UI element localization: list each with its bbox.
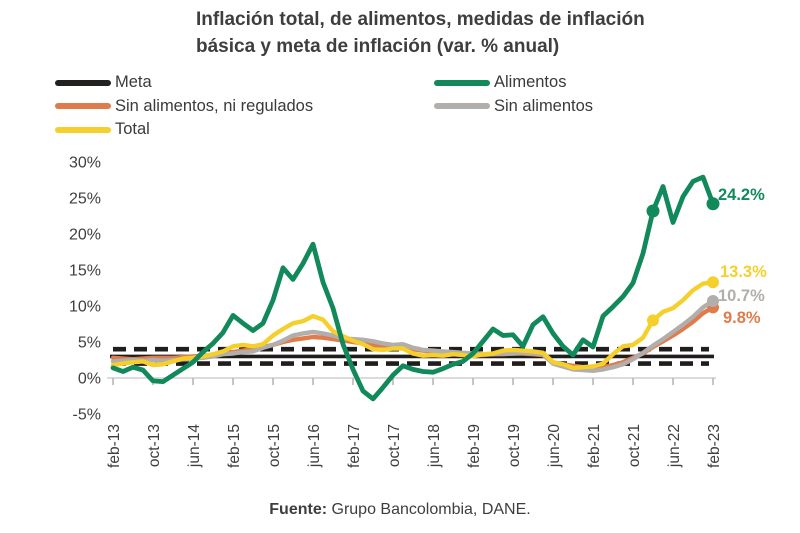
x-tick-label: oct-21 (626, 424, 643, 467)
chart-title-line1: Inflación total, de alimentos, medidas d… (196, 9, 645, 30)
y-tick-label: -5% (73, 407, 101, 424)
end-value-label-alimentos: 24.2% (718, 185, 765, 204)
series-marker-total (707, 276, 719, 289)
total-line-swatch (55, 126, 111, 133)
x-tick-label: oct-19 (506, 424, 523, 467)
end-value-label-sin-alimentos-ni-regulados: 9.8% (723, 309, 761, 328)
legend-item-meta: Meta (55, 71, 434, 95)
x-tick-label: oct-17 (386, 424, 403, 467)
chart-title: Inflación total, de alimentos, medidas d… (196, 6, 776, 60)
series-line-total (110, 280, 716, 371)
legend-label-meta: Meta (115, 73, 152, 92)
source-text: Grupo Bancolombia, DANE. (327, 501, 531, 518)
sin-alimentos-line-swatch (434, 103, 490, 110)
series-marker-total (647, 314, 659, 327)
meta-line-swatch (55, 79, 111, 86)
x-tick-label: feb-19 (466, 424, 483, 468)
series-marker-sin-alimentos (707, 295, 719, 307)
x-tick-label: jun-20 (546, 424, 563, 468)
x-tick-label: jun-16 (306, 424, 323, 468)
x-tick-label: jun-18 (426, 424, 443, 468)
y-tick-label: 0% (78, 371, 101, 388)
x-tick-label: jun-22 (666, 424, 683, 468)
x-tick-label: feb-17 (346, 424, 363, 468)
y-tick-label: 25% (69, 191, 101, 208)
end-value-label-sin-alimentos: 10.7% (718, 286, 765, 305)
y-tick-label: 15% (69, 263, 101, 280)
legend-label-total: Total (115, 120, 150, 139)
legend-item-sin-alimentos: Sin alimentos (434, 95, 593, 119)
legend-item-total: Total (55, 118, 434, 142)
legend-item-alimentos: Alimentos (434, 71, 593, 95)
series-marker-alimentos (646, 204, 660, 218)
x-tick-label: feb-21 (586, 424, 603, 468)
x-tick-label: feb-15 (226, 424, 243, 468)
y-tick-label: 30% (69, 155, 101, 172)
x-tick-label: feb-13 (106, 424, 123, 468)
legend-item-sin-alimentos-ni-regulados: Sin alimentos, ni regulados (55, 95, 434, 119)
series-marker-alimentos (706, 197, 720, 211)
y-tick-label: 5% (78, 335, 101, 352)
legend-label-alimentos: Alimentos (494, 73, 567, 92)
chart-title-line2: básica y meta de inflación (var. % anual… (196, 36, 560, 57)
alimentos-line-swatch (434, 79, 490, 86)
legend-label-sin-alimentos-ni-regulados: Sin alimentos, ni regulados (115, 96, 314, 115)
x-tick-label: jun-14 (186, 424, 203, 468)
source-prefix: Fuente: (269, 501, 328, 518)
end-value-label-total: 13.3% (720, 263, 767, 282)
y-tick-label: 20% (69, 227, 101, 244)
x-tick-label: oct-13 (146, 424, 163, 467)
source-line: Fuente: Grupo Bancolombia, DANE. (0, 501, 800, 519)
y-tick-label: 10% (69, 299, 101, 316)
chart-legend: Meta Alimentos Sin alimentos, ni regulad… (55, 71, 593, 142)
sin-alimentos-ni-regulados-line-swatch (55, 103, 111, 110)
series-line-alimentos (110, 174, 716, 402)
legend-label-sin-alimentos: Sin alimentos (494, 96, 594, 115)
x-tick-label: oct-15 (266, 424, 283, 467)
x-tick-label: feb-23 (706, 424, 723, 468)
